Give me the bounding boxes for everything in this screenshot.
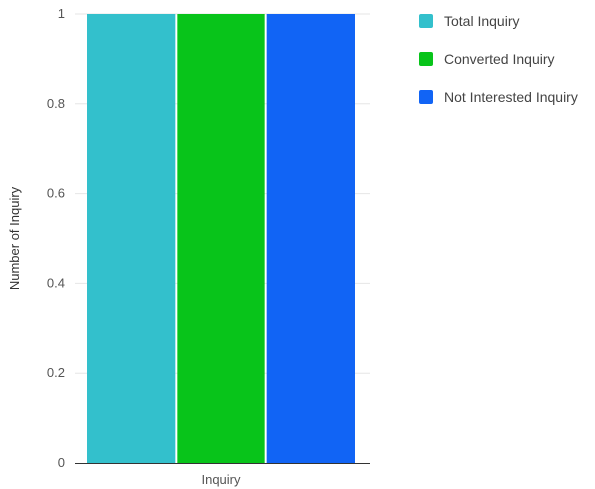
bar-total-inquiry[interactable] — [87, 14, 176, 463]
legend-label: Total Inquiry — [444, 13, 519, 29]
y-tick-label: 1 — [58, 6, 65, 21]
bar-converted-inquiry[interactable] — [177, 14, 265, 463]
y-tick-labels: 0 0.2 0.4 0.6 0.8 1 — [47, 6, 65, 470]
bars — [87, 14, 355, 463]
legend-item-total-inquiry[interactable]: Total Inquiry — [419, 13, 519, 29]
legend[interactable]: Total Inquiry Converted Inquiry Not Intere… — [419, 13, 578, 105]
y-tick-label: 0 — [58, 455, 65, 470]
y-axis-label: Number of Inquiry — [7, 186, 22, 290]
y-tick-label: 0.6 — [47, 186, 65, 201]
legend-label: Converted Inquiry — [444, 51, 555, 67]
bar-not-interested-inquiry[interactable] — [266, 14, 355, 463]
y-tick-label: 0.2 — [47, 365, 65, 380]
legend-item-not-interested-inquiry[interactable]: Not Interested Inquiry — [419, 89, 578, 105]
x-category-label: Inquiry — [201, 472, 241, 487]
legend-swatch — [419, 90, 433, 104]
y-tick-label: 0.4 — [47, 275, 65, 290]
legend-swatch — [419, 52, 433, 66]
legend-swatch — [419, 14, 433, 28]
legend-label: Not Interested Inquiry — [444, 89, 578, 105]
legend-item-converted-inquiry[interactable]: Converted Inquiry — [419, 51, 555, 67]
y-tick-label: 0.8 — [47, 96, 65, 111]
